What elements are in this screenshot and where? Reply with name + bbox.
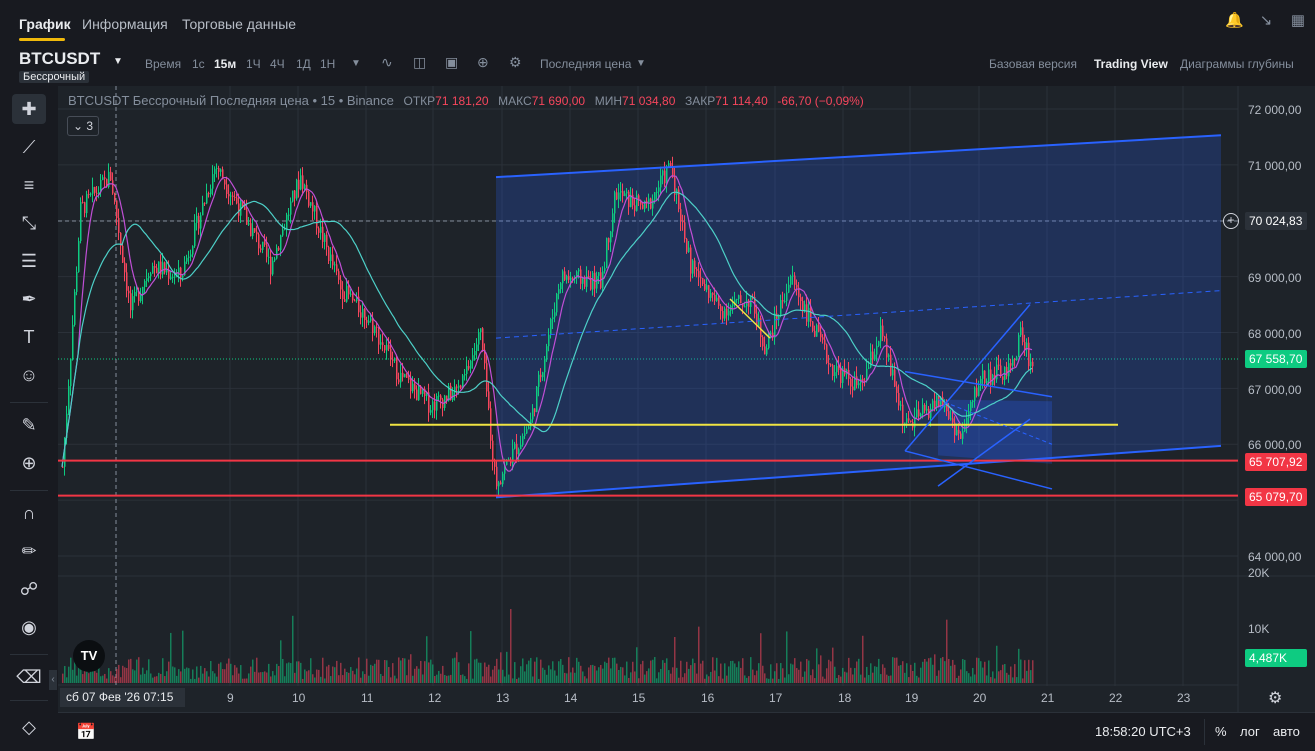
log-toggle[interactable]: лог <box>1240 724 1260 739</box>
interval-1s[interactable]: 1с <box>192 57 205 71</box>
volume-tick: 10K <box>1248 622 1270 636</box>
legend-high: 71 690,00 <box>531 94 586 108</box>
level-price-tag: 65 079,70 <box>1245 488 1307 506</box>
add-alert-icon[interactable]: + <box>1223 213 1239 229</box>
crosshair-price-tag: 70 024,83 <box>1245 212 1307 230</box>
time-tick: 15 <box>632 691 646 705</box>
price-tick: 72 000,00 <box>1248 103 1302 117</box>
trash-icon[interactable]: ⌫ <box>16 667 42 687</box>
interval-15m[interactable]: 15м <box>214 57 237 71</box>
auto-toggle[interactable]: авто <box>1273 724 1300 739</box>
ruler-icon[interactable]: ✎ <box>21 415 37 435</box>
emoji-icon[interactable]: ☺ <box>19 365 39 385</box>
chevron-down-icon[interactable]: ▼ <box>113 56 123 67</box>
view-depth[interactable]: Диаграммы глубины <box>1180 57 1294 71</box>
legend-low: 71 034,80 <box>622 94 676 108</box>
bottom-bar: 📅 18:58:20 UTC+3 % лог авто <box>58 712 1315 751</box>
tab-info[interactable]: Информация <box>82 16 168 32</box>
time-tick: 22 <box>1109 691 1123 705</box>
interval-1w[interactable]: 1Н <box>320 57 336 71</box>
time-cursor-label: сб 07 Фев '26 07:15 <box>60 688 185 707</box>
interval-dropdown-icon[interactable]: ▼ <box>351 58 361 69</box>
time-tick: 20 <box>973 691 987 705</box>
zoom-icon[interactable]: ⊕ <box>21 453 37 473</box>
trendline-icon[interactable]: ⟋ <box>22 137 36 157</box>
add-icon[interactable]: ⊕ <box>477 54 489 70</box>
grid-icon[interactable]: ▦ <box>1290 12 1306 29</box>
time-label: Время <box>145 57 182 71</box>
time-tick: 14 <box>564 691 578 705</box>
price-tick: 71 000,00 <box>1248 159 1302 173</box>
view-tradingview[interactable]: Trading View <box>1094 57 1168 71</box>
gear-icon[interactable]: ⚙ <box>1268 690 1283 707</box>
time-tick: 16 <box>701 691 715 705</box>
time-tick: 11 <box>361 691 374 705</box>
time-tick: 9 <box>227 691 234 705</box>
drawing-toolbar: ✚ ⟋ ≡ ⤡ ☰ ✒ T ☺ ✎ ⊕ ∩ ✏ ☍ ◉ ⌫ ◇ <box>0 86 59 750</box>
tradingview-logo: TV <box>73 640 105 672</box>
chart-toolbar: BTCUSDT ▼ Бессрочный Время 1с 15м 1Ч 4Ч … <box>0 44 1315 86</box>
last-price-tag: 67 558,70 <box>1245 350 1307 368</box>
price-tick: 67 000,00 <box>1248 383 1302 397</box>
active-tab-indicator <box>19 38 65 41</box>
collapse-toolbar-icon[interactable]: ‹ <box>49 670 57 690</box>
time-tick: 21 <box>1041 691 1055 705</box>
indicators-icon[interactable]: ∿ <box>381 54 393 70</box>
settings-icon[interactable]: ⚙ <box>509 54 522 70</box>
time-tick: 19 <box>905 691 919 705</box>
time-tick: 12 <box>428 691 442 705</box>
time-tick: 13 <box>496 691 510 705</box>
legend-open: 71 181,20 <box>435 94 489 108</box>
layers-icon[interactable]: ◇ <box>22 717 36 737</box>
projection-icon[interactable]: ☰ <box>20 251 38 271</box>
time-tick: 18 <box>838 691 852 705</box>
price-tick: 68 000,00 <box>1248 327 1302 341</box>
level-price-tag: 65 707,92 <box>1245 453 1307 471</box>
symbol-name[interactable]: BTCUSDT <box>19 49 101 68</box>
top-tab-bar: График Информация Торговые данные 🔔 ↘ ▦ <box>0 0 1315 45</box>
interval-1h[interactable]: 1Ч <box>246 57 261 71</box>
eye-icon[interactable]: ◉ <box>21 617 37 637</box>
price-tick: 66 000,00 <box>1248 438 1302 452</box>
chart-legend: BTCUSDT Бессрочный Последняя цена • 15 •… <box>68 93 864 108</box>
crosshair-icon[interactable]: ✚ <box>12 94 46 124</box>
magnet-icon[interactable]: ∩ <box>22 503 36 523</box>
time-tick: 17 <box>769 691 783 705</box>
clock-label: 18:58:20 UTC+3 <box>1095 724 1191 739</box>
volume-tick: 20K <box>1248 566 1270 580</box>
calendar-icon[interactable]: 📅 <box>76 724 96 741</box>
time-tick: 10 <box>292 691 306 705</box>
tab-chart[interactable]: График <box>19 16 71 32</box>
price-type-select[interactable]: Последняя цена <box>540 57 632 71</box>
chart-type-icon[interactable]: ◫ <box>413 54 427 70</box>
price-chart-canvas[interactable] <box>58 86 1315 712</box>
tab-trading-data[interactable]: Торговые данные <box>182 16 297 32</box>
legend-title: BTCUSDT Бессрочный Последняя цена • 15 •… <box>68 93 394 108</box>
unlock-icon[interactable]: ☍ <box>19 579 39 599</box>
volume-current-tag: 4,487K <box>1245 649 1307 667</box>
legend-close: 71 114,40 <box>715 94 768 108</box>
percent-toggle[interactable]: % <box>1215 724 1227 739</box>
indicators-toggle[interactable]: ⌄ 3 <box>67 116 99 136</box>
contract-type-badge: Бессрочный <box>19 71 90 83</box>
fib-icon[interactable]: ≡ <box>23 175 35 195</box>
pattern-icon[interactable]: ⤡ <box>21 213 37 233</box>
text-icon[interactable]: T <box>23 327 35 347</box>
shrink-icon[interactable]: ↘ <box>1259 12 1273 29</box>
time-tick: 23 <box>1177 691 1191 705</box>
interval-4h[interactable]: 4Ч <box>270 57 285 71</box>
price-tick: 69 000,00 <box>1248 271 1302 285</box>
price-tick: 64 000,00 <box>1248 550 1302 564</box>
view-basic[interactable]: Базовая версия <box>989 57 1077 71</box>
interval-1d[interactable]: 1Д <box>296 57 311 71</box>
legend-change: -66,70 (−0,09%) <box>777 94 864 108</box>
camera-icon[interactable]: ▣ <box>445 54 459 70</box>
lock-pencil-icon[interactable]: ✏ <box>21 541 37 561</box>
price-type-chevron-icon[interactable]: ▼ <box>636 58 646 69</box>
chart-area[interactable] <box>58 86 1315 712</box>
bell-icon[interactable]: 🔔 <box>1225 12 1244 29</box>
brush-icon[interactable]: ✒ <box>21 289 37 309</box>
chevron-down-icon: ⌄ <box>72 119 84 133</box>
